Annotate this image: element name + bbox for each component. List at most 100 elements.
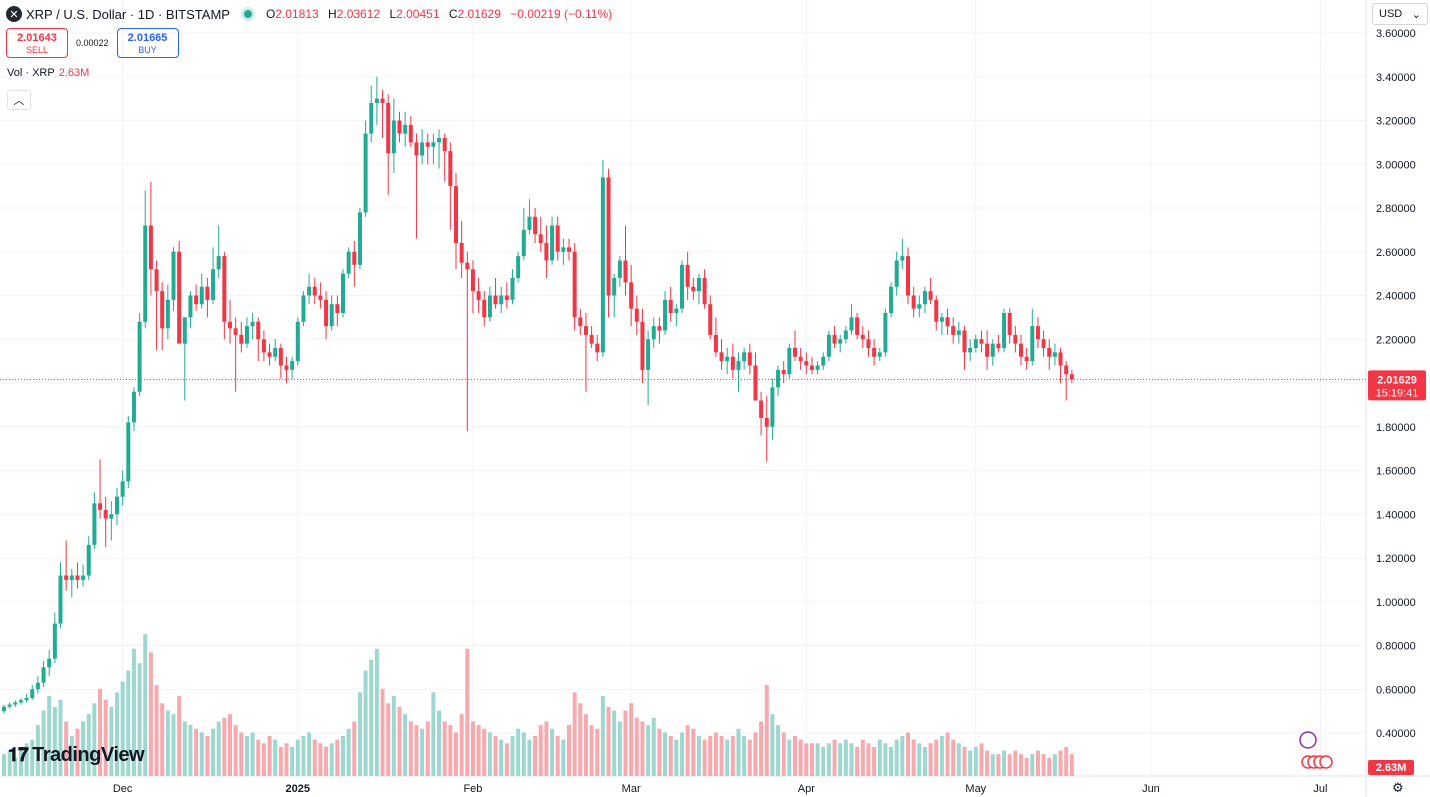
y-tick-label: 3.40000 [1376,72,1416,84]
currency-select[interactable]: USD ⌄ [1372,3,1428,25]
candle-body [222,256,227,322]
candle-body [177,251,182,344]
y-tick-label: 1.40000 [1376,509,1416,521]
candle-body [171,251,176,300]
volume-bar [391,696,396,776]
volume-bar [877,739,882,776]
y-tick-label: 1.80000 [1376,422,1416,434]
volume-bar [719,736,724,776]
candle-body [448,151,453,187]
volume-bar [1041,754,1046,776]
candle-body [696,278,701,292]
buy-button[interactable]: 2.01665 BUY [116,28,179,58]
candle-body [420,142,425,156]
volume-bar [493,736,498,776]
candle-body [911,295,916,309]
low-value: 2.00451 [396,7,440,21]
candle-body [386,103,391,154]
volume-bar [793,736,797,776]
volume-bar [911,739,916,776]
candle-body [583,326,588,335]
volume-bar [357,692,362,776]
candle-body [454,186,458,243]
candle-body [781,369,786,375]
volume-bar [527,739,532,776]
candle-body [951,326,956,335]
y-tick-label: 1.60000 [1376,466,1416,478]
candle-body [414,142,419,156]
candle-body [742,352,747,362]
volume-bar [900,736,905,776]
last-price-label: 2.01629 [1377,374,1417,386]
candle-body [58,575,63,624]
candle-body [567,247,571,252]
volume-bar [962,746,967,776]
market-open-status-icon[interactable] [243,10,252,18]
candle-body [482,299,487,318]
candle-body [674,308,679,313]
volume-bar [35,725,40,776]
candle-body [7,704,12,707]
volume-bar [985,750,990,776]
volume-bar [990,754,995,776]
collapse-legend-button[interactable]: ︿ [7,90,31,110]
volume-bar [781,732,786,776]
volume-bar [623,710,628,776]
volume-bar [516,728,521,776]
tradingview-logo[interactable]: 𝟏𝟕 TradingView [8,744,145,766]
candle-body [719,352,724,362]
volume-bar [374,648,379,776]
gear-icon[interactable]: ⚙ [1392,780,1404,795]
volume-legend[interactable]: Vol · XRP 2.63M [7,67,90,79]
candle-body [612,278,617,296]
volume-bar [973,746,978,776]
candle-body [843,330,848,340]
candle-body [1035,326,1040,340]
y-tick-label: 3.20000 [1376,116,1416,128]
volume-bar [538,725,543,776]
volume-bar [273,739,278,776]
candle-body [1030,326,1035,362]
earnings-event-icon [1319,755,1333,769]
candle-body [64,575,69,580]
volume-bar [612,710,617,776]
volume-bar [448,725,453,776]
candle-body [437,138,442,143]
volume-bar [1058,750,1063,776]
trade-panel: 2.01643 SELL 0.00022 2.01665 BUY [6,28,179,58]
volume-bar [617,721,622,776]
volume-bar [939,736,944,776]
volume-bar [420,728,425,776]
volume-bar [561,739,566,776]
volume-bar [92,703,97,776]
volume-bar [30,739,35,776]
candle-body [1069,374,1074,380]
volume-bar [13,757,18,776]
candle-body [798,356,803,362]
candle-body [544,243,549,261]
candle-body [1047,348,1052,357]
candle-body [922,291,927,305]
sell-button[interactable]: 2.01643 SELL [6,28,68,58]
volume-bar [702,739,707,776]
candle-body [527,216,532,230]
volume-bar [126,670,131,776]
volume-bar [866,743,871,776]
volume-bar [437,710,442,776]
candle-body [261,339,266,353]
candle-body [815,365,820,370]
candle-body [137,321,142,392]
chart-header: ✕ XRP / U.S. Dollar · 1D · BITSTAMP O2.0… [6,4,618,24]
symbol-title[interactable]: XRP / U.S. Dollar · 1D · BITSTAMP [26,6,230,22]
candle-body [476,291,481,300]
volume-bar [759,721,764,776]
candle-body [470,269,475,292]
volume-bar [165,710,170,776]
candle-body [403,124,408,134]
candle-body [109,514,114,519]
candle-body [708,304,713,335]
candle-body [92,503,97,545]
volume-bar [572,692,577,776]
candle-body [979,339,984,344]
